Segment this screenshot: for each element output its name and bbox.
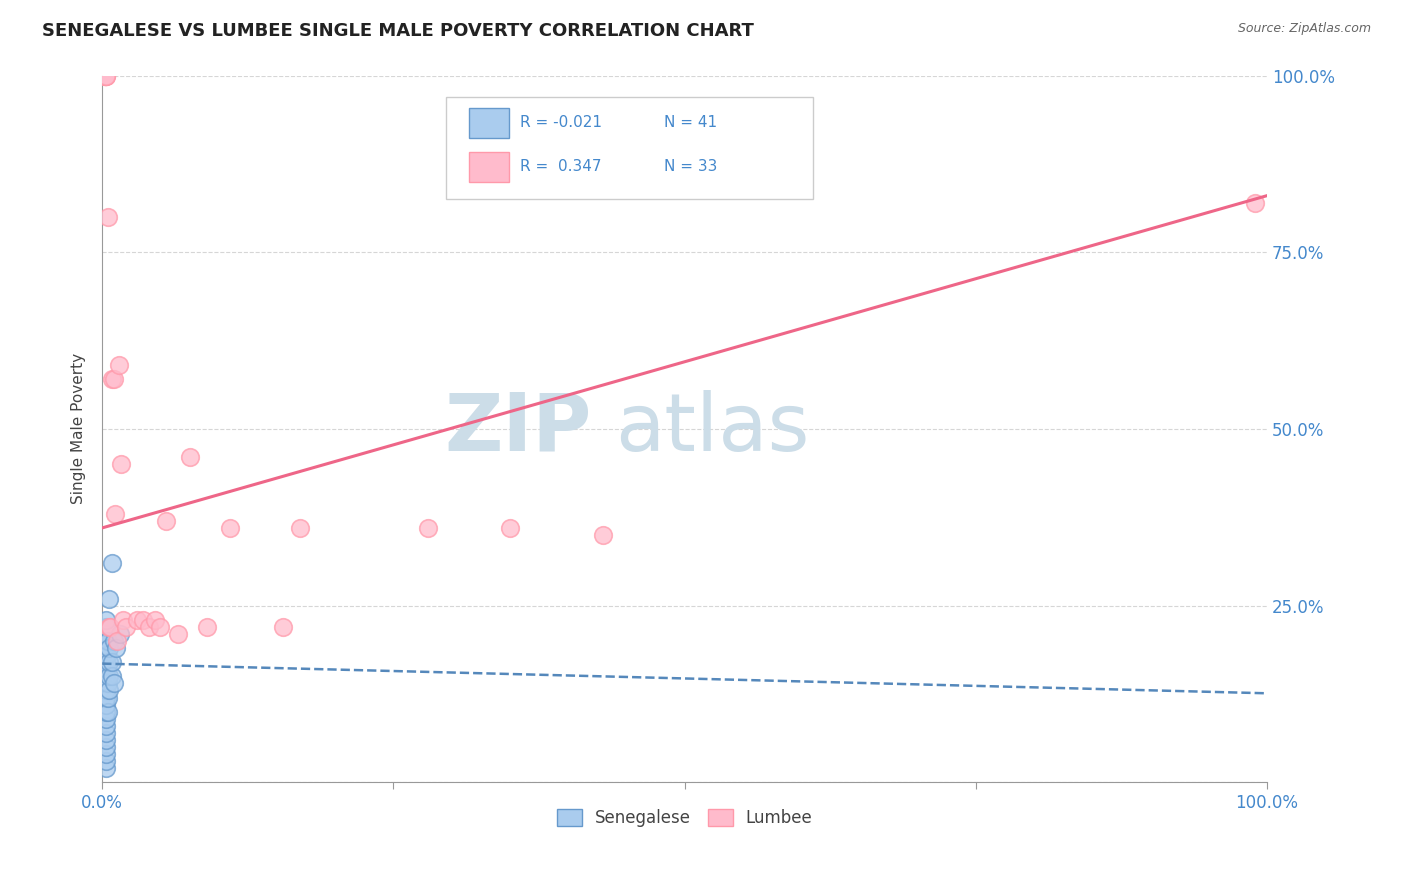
Text: atlas: atlas [614,390,808,468]
Point [132,613,155,627]
Point [94,705,117,719]
Point [94,754,117,768]
Point [96,648,118,662]
Point [179,450,201,465]
Point [94,669,117,683]
Point [94,620,117,634]
Point [155,514,177,528]
Point [418,521,440,535]
Point [98,641,121,656]
Point [103,372,125,386]
Point [100,372,122,386]
Point [97,210,120,224]
Point [94,627,117,641]
Point [96,662,118,676]
Point [94,648,117,662]
Point [271,620,294,634]
Text: R = -0.021: R = -0.021 [520,115,602,130]
Point [94,747,117,761]
Point [499,521,522,535]
Point [97,634,120,648]
Point [94,698,117,712]
Text: R =  0.347: R = 0.347 [520,160,602,174]
Point [149,620,172,634]
Point [94,761,117,775]
Point [97,705,120,719]
Point [94,719,117,733]
Point [107,359,129,373]
Point [94,69,117,83]
Point [94,634,117,648]
Point [98,620,121,634]
Point [93,69,115,83]
FancyBboxPatch shape [470,108,509,138]
Point [592,528,614,542]
Point [94,733,117,747]
Point [100,556,122,570]
FancyBboxPatch shape [446,96,813,199]
Point [94,613,117,627]
Point [94,655,117,669]
Point [94,683,117,698]
Y-axis label: Single Male Poverty: Single Male Poverty [72,353,86,505]
Point [103,634,125,648]
Point [98,620,121,634]
Text: SENEGALESE VS LUMBEE SINGLE MALE POVERTY CORRELATION CHART: SENEGALESE VS LUMBEE SINGLE MALE POVERTY… [42,22,754,40]
Point [100,655,122,669]
Point [290,521,312,535]
Point [94,739,117,754]
Point [114,620,136,634]
Point [97,676,120,690]
Point [94,69,117,83]
Point [94,69,117,83]
Point [94,662,117,676]
Point [94,641,117,656]
Point [138,620,160,634]
Point [110,457,132,471]
Point [100,669,122,683]
Text: ZIP: ZIP [444,390,592,468]
Point [94,726,117,740]
Point [93,69,115,83]
Point [143,613,166,627]
Text: Source: ZipAtlas.com: Source: ZipAtlas.com [1237,22,1371,36]
Point [219,521,242,535]
Point [94,712,117,726]
Point [97,690,120,705]
Point [96,676,118,690]
Point [94,690,117,705]
FancyBboxPatch shape [470,152,509,182]
Point [195,620,218,634]
Point [112,613,135,627]
Text: N = 33: N = 33 [664,160,717,174]
Point [103,676,125,690]
Point [127,613,149,627]
Text: N = 41: N = 41 [664,115,717,130]
Point [93,69,115,83]
Point [105,641,128,656]
Point [98,591,121,606]
Point [98,669,121,683]
Point [94,676,117,690]
Point [104,507,127,521]
Point [167,627,190,641]
Point [98,683,121,698]
Point [1244,195,1267,210]
Point [105,634,128,648]
Point [108,627,131,641]
Legend: Senegalese, Lumbee: Senegalese, Lumbee [550,803,820,834]
Point [98,655,121,669]
